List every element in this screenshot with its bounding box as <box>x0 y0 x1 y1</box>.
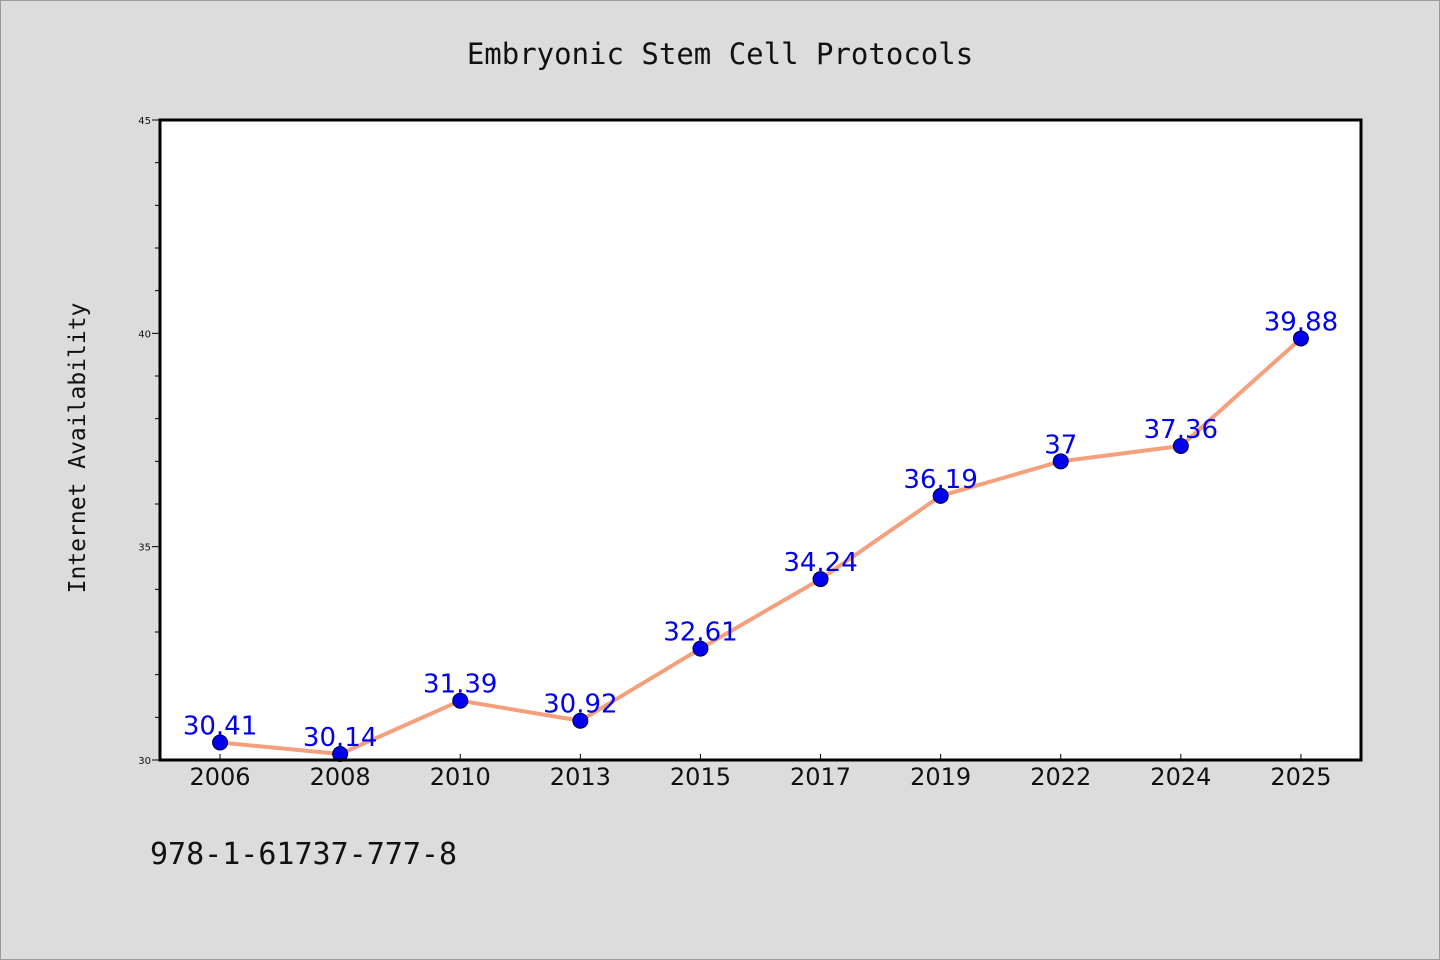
x-tick-label: 2022 <box>1030 763 1091 791</box>
data-point-marker <box>332 746 349 763</box>
data-point-marker <box>212 734 229 751</box>
x-tick-label: 2013 <box>550 763 611 791</box>
data-point-marker <box>572 712 589 729</box>
plot-border <box>158 118 1363 762</box>
chart-title: Embryonic Stem Cell Protocols <box>467 37 973 71</box>
isbn-text: 978-1-61737-777-8 <box>150 837 457 872</box>
data-point-marker <box>812 571 829 588</box>
series-group: 30.41 30.14 31.39 30.92 32.61 34.24 36.19 37 37.… <box>183 307 1338 763</box>
data-point-marker <box>692 640 709 657</box>
data-point-marker <box>932 487 949 504</box>
data-point-marker <box>1172 437 1189 454</box>
y-axis: 30 35 40 45 <box>138 116 160 767</box>
data-point-marker <box>452 692 469 709</box>
x-tick-label: 2015 <box>670 763 731 791</box>
y-tick-label: 30 <box>138 756 151 767</box>
data-label: 36.19 <box>903 465 977 495</box>
data-label: 34.24 <box>783 548 857 578</box>
x-tick-label: 2006 <box>190 763 251 791</box>
x-tick-label: 2025 <box>1270 763 1331 791</box>
x-axis: 2006 2008 2010 2013 2015 2017 2019 2022 2024 2025 <box>190 754 1331 791</box>
y-axis-label: Internet Availability <box>65 303 91 594</box>
y-tick-label: 40 <box>138 329 151 340</box>
data-label: 37 <box>1044 430 1077 460</box>
x-tick-label: 2008 <box>310 763 371 791</box>
data-point-marker <box>1292 330 1309 347</box>
x-tick-label: 2010 <box>430 763 491 791</box>
data-point-marker <box>1052 453 1069 470</box>
data-label: 30.41 <box>183 712 257 742</box>
y-tick-label: 45 <box>138 116 151 127</box>
data-label: 32.61 <box>663 618 737 648</box>
data-label: 37.36 <box>1144 415 1218 445</box>
series-line <box>218 336 1303 757</box>
data-label: 31.39 <box>423 670 497 700</box>
x-tick-label: 2019 <box>910 763 971 791</box>
y-tick-label: 35 <box>138 543 151 554</box>
data-label: 30.14 <box>303 723 377 753</box>
x-tick-label: 2017 <box>790 763 851 791</box>
x-tick-label: 2024 <box>1150 763 1211 791</box>
data-label: 30.92 <box>543 690 617 720</box>
plot-area <box>160 120 1361 760</box>
data-label: 39.88 <box>1264 307 1338 337</box>
